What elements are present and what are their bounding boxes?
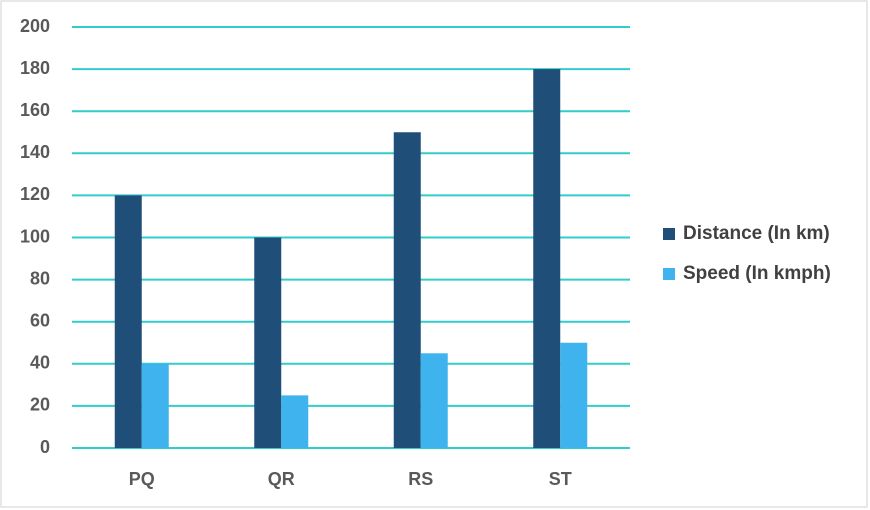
y-tick-label: 120 <box>20 184 50 204</box>
bar <box>254 237 282 448</box>
legend-swatch <box>663 228 675 240</box>
legend-label: Speed (In kmph) <box>683 263 831 284</box>
bar <box>533 69 561 448</box>
y-tick-label: 40 <box>30 353 50 373</box>
x-tick-label: ST <box>549 469 572 489</box>
y-tick-label: 80 <box>30 268 50 288</box>
bar <box>281 395 309 448</box>
x-tick-label: PQ <box>129 469 155 489</box>
y-tick-label: 140 <box>20 142 50 162</box>
y-tick-label: 100 <box>20 226 50 246</box>
y-tick-label: 60 <box>30 310 50 330</box>
bar <box>393 132 421 448</box>
y-tick-label: 0 <box>40 437 50 457</box>
x-tick-label: QR <box>268 469 295 489</box>
y-tick-label: 180 <box>20 58 50 78</box>
y-tick-label: 160 <box>20 100 50 120</box>
legend-swatch <box>663 268 675 280</box>
y-tick-label: 20 <box>30 395 50 415</box>
bar <box>114 195 142 448</box>
bar <box>560 342 588 448</box>
bar <box>141 363 169 448</box>
bar <box>420 353 448 448</box>
y-tick-label: 200 <box>20 16 50 36</box>
legend-label: Distance (In km) <box>683 223 830 244</box>
x-tick-label: RS <box>408 469 433 489</box>
